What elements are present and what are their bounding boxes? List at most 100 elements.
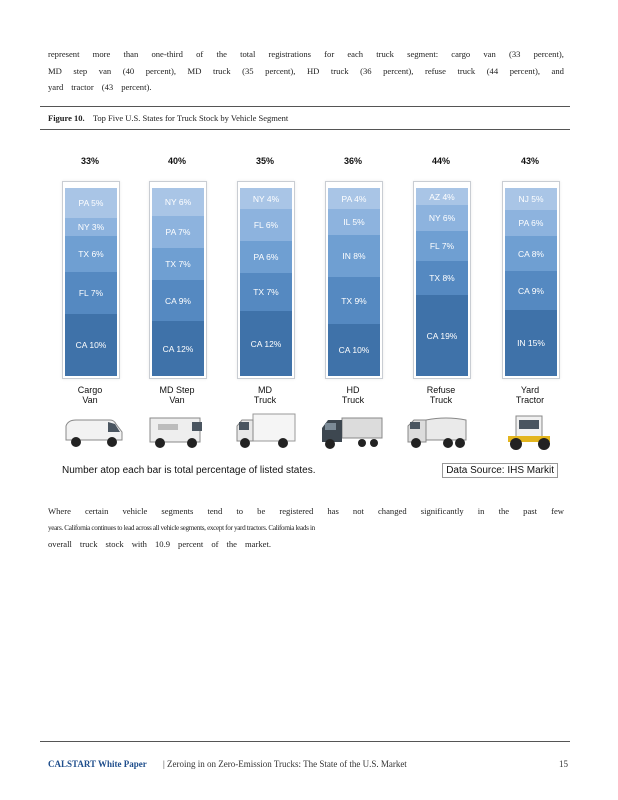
vehicle-label: HD Truck [313,385,393,405]
bar-segment: CA 8% [505,236,557,271]
word: (44 [486,65,499,76]
vehicle-label: Cargo Van [50,385,130,405]
word: truck [376,49,394,59]
word: more [92,49,111,59]
bar-segment: PA 7% [152,216,204,248]
word: segment: [407,49,439,59]
bar-segment: CA 9% [505,271,557,310]
bar-segment: AZ 4% [416,188,468,205]
word: in [477,506,485,516]
intro-paragraph: represent more than one-third of the total regi… [48,46,564,96]
word: percent), [265,65,296,76]
word: MD [187,65,202,76]
bar-segment: PA 6% [240,241,292,273]
bar-segment: NJ 5% [505,188,557,210]
word: segments [161,506,194,516]
vehicle-label-line: Van [82,395,98,405]
word: truck [212,65,231,76]
data-source: Data Source: IHS Markit [442,463,558,478]
vehicle-label-line: Truck [429,395,453,405]
bar-segment: IN 15% [505,310,557,376]
footer-brand: CALSTART White Paper [48,759,147,769]
footer-rule [40,741,570,742]
outro-line-3: overall truck stock with 10.9 percent of the mar… [48,536,564,553]
word: tractor [71,82,94,92]
word: (36 [360,65,372,76]
figure-title: Top Five U.S. States for Truck Stock by … [92,113,289,123]
bar-total-label: 44% [431,156,450,166]
word: and [551,65,564,76]
figure-truck-stock: 33% PA 5% NY 3% TX 6% FL 7% CA 10% Cargo Van 40%… [40,138,570,483]
word: total [240,49,256,59]
vehicle-label-line: Tractor [515,395,545,405]
word: has [327,506,339,516]
word: truck [330,65,349,76]
bar-total-label: 35% [255,156,274,166]
bar-segment: CA 12% [240,311,292,376]
stacked-bar: NY 6% PA 7% TX 7% CA 9% CA 12% [149,181,207,379]
word: changed [377,506,407,516]
bar-segment: TX 7% [240,273,292,311]
word: percent), [509,65,540,76]
word: percent). [121,82,152,92]
word: overall [48,539,72,549]
vehicle-label-line: MD [258,385,272,395]
vehicle-label: MD Step Van [137,385,217,405]
vehicle-label-line: Truck [341,395,365,405]
word: few [551,506,564,516]
word: for [324,49,335,59]
word: yard [48,82,64,92]
word: tend [207,506,223,516]
bar-segment: TX 7% [152,248,204,280]
bar-segment: TX 6% [65,236,117,272]
word: step [73,65,88,76]
md-truck-icon [236,413,296,448]
bar-segment: IN 8% [328,235,380,277]
word: of [196,49,204,59]
word: van [483,49,496,59]
bar-segment: PA 5% [65,188,117,218]
word: percent [178,539,204,549]
word: past [523,506,537,516]
intro-line-2: MD step van (40 percent), MD truck (35 percent),… [48,63,564,80]
word: refuse [424,65,446,76]
bar-segment: PA 4% [328,188,380,209]
bar-segment: NY 6% [152,188,204,216]
bar-total-label: 36% [343,156,362,166]
word: each [347,49,364,59]
bar-segment: IL 5% [328,209,380,235]
page-number: 15 [559,759,568,769]
stacked-bar: PA 4% IL 5% IN 8% TX 9% CA 10% [325,181,383,379]
word: years. California continues to lead acro… [48,523,315,532]
word: truck [79,539,98,549]
hd-truck-icon [322,417,383,449]
caption-top-rule [40,106,570,107]
bar-segment: TX 8% [416,261,468,295]
bar-segment: FL 7% [416,231,468,261]
word: of [211,539,219,549]
word: percent), [383,65,414,76]
word: than [123,49,139,59]
word: one-third [151,49,183,59]
vehicle-label-line: Yard [520,385,540,395]
word: vehicle [122,506,148,516]
footer-title: | Zeroing in on Zero-Emission Trucks: Th… [162,759,407,769]
intro-line-1: represent more than one-third of the total regi… [48,46,564,63]
word: the [498,506,510,516]
figure-label: Figure 10. [48,113,85,123]
word: (35 [242,65,254,76]
yard-tractor-icon [508,415,550,450]
vehicle-label: MD Truck [225,385,305,405]
word: MD [48,65,62,76]
stacked-bar: AZ 4% NY 6% FL 7% TX 8% CA 19% [413,181,471,379]
vehicle-label-line: Cargo [77,385,103,395]
page-footer: CALSTART White Paper | Zeroing in on Zer… [48,759,568,769]
vehicle-label-line: Van [169,395,185,405]
word: significantly [420,506,464,516]
outro-line-2: years. California continues to lead acro… [48,520,564,537]
bar-segment: CA 12% [152,321,204,376]
word: with [131,539,147,549]
bar-segment: CA 10% [65,314,117,376]
intro-line-3: yard tractor (43 percent). [48,79,564,96]
bar-segment: PA 6% [505,210,557,236]
